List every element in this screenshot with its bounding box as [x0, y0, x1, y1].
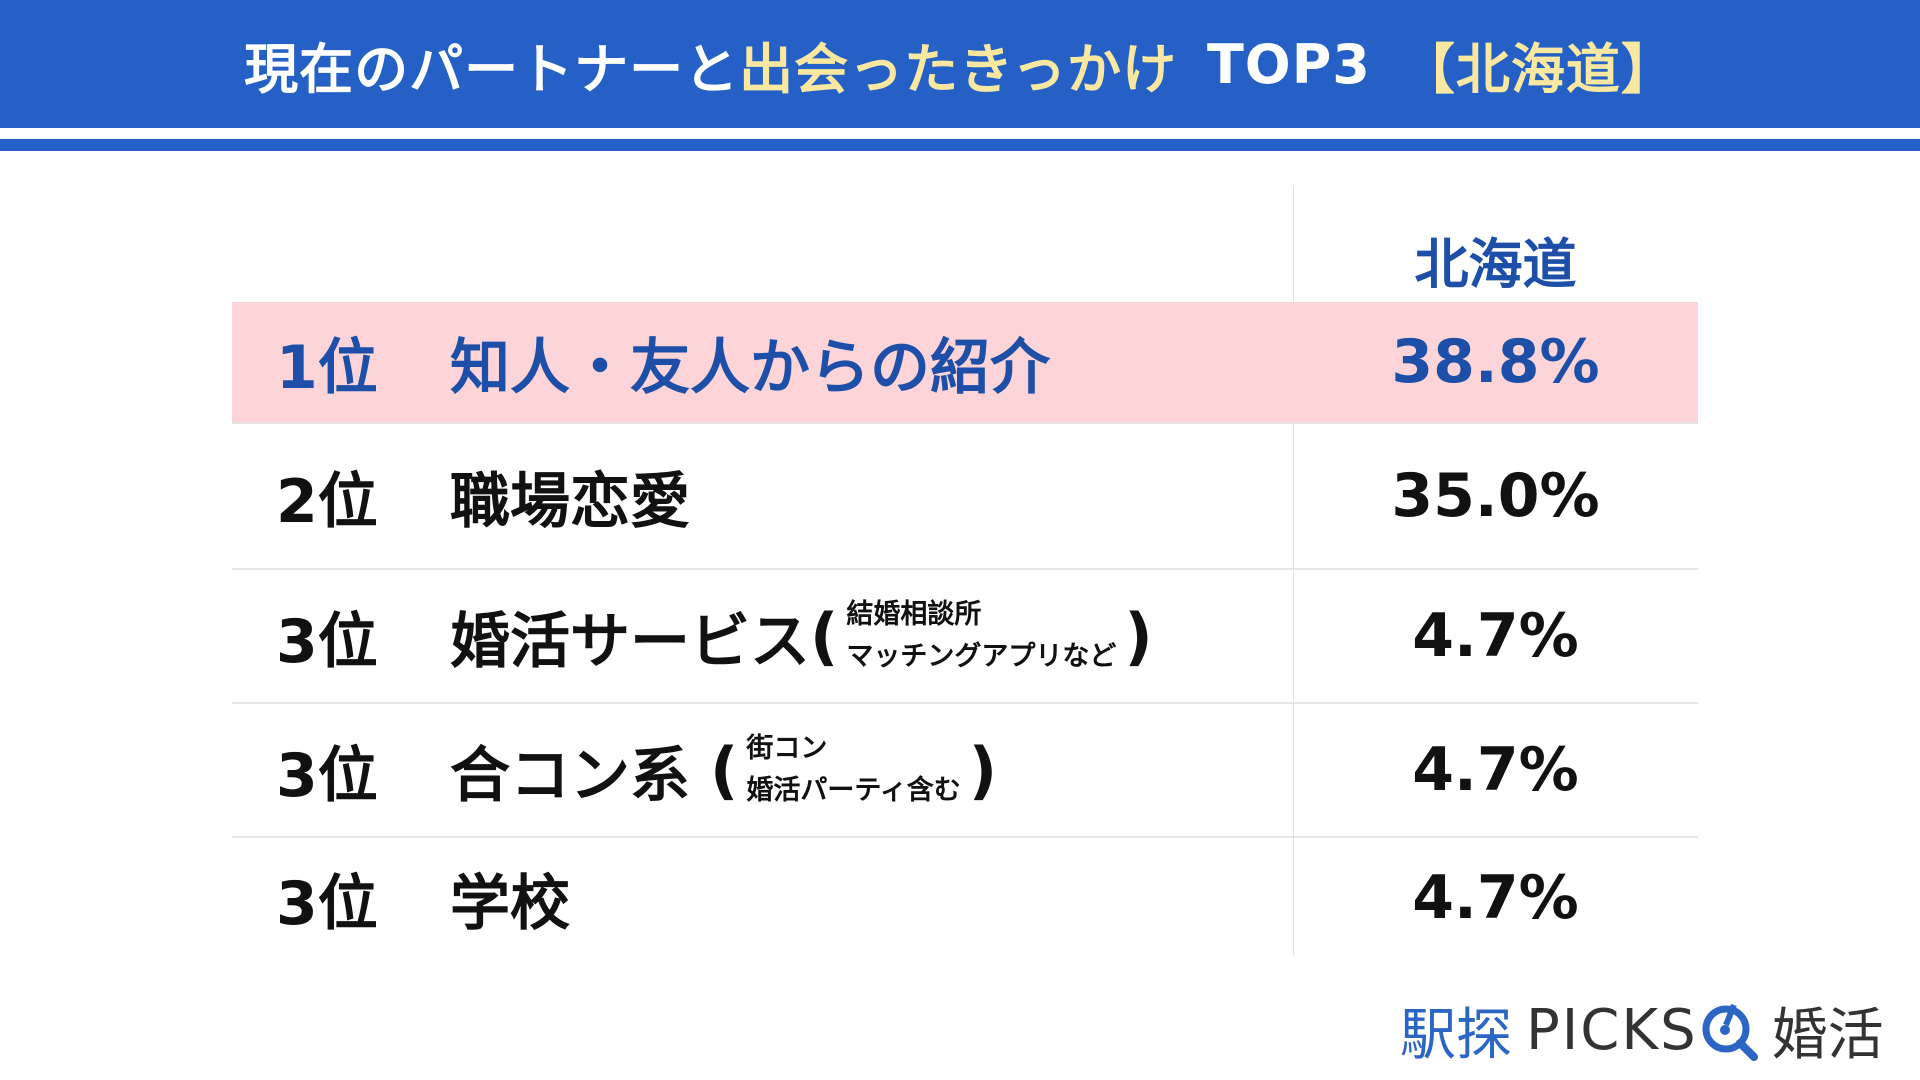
rank: 3位	[276, 740, 378, 811]
page-title: 現在のパートナーと 出会ったきっかけ TOP3 【北海道】	[0, 0, 1920, 128]
row-value: 35.0%	[1391, 461, 1600, 531]
row-label-text: 婚活サービス	[450, 606, 810, 677]
column-divider	[1293, 186, 1294, 956]
row-label: 学校	[450, 868, 570, 939]
close-paren: )	[1124, 599, 1153, 673]
header-underline	[0, 139, 1920, 151]
magnifier-icon	[1702, 1003, 1758, 1061]
row-label-text: 合コン系	[450, 740, 690, 811]
table-row: 2位 職場恋愛 35.0%	[232, 424, 1698, 570]
row-value: 4.7%	[1412, 601, 1579, 671]
table-row: 3位 婚活サービス ( 結婚相談所 マッチングアプリなど ) 4.7%	[232, 570, 1698, 704]
logo-tail: 婚活	[1771, 1003, 1884, 1068]
note-line: マッチングアプリなど	[846, 641, 1117, 672]
row-label: 知人・友人からの紹介	[450, 332, 1050, 403]
row-note: 街コン 婚活パーティ含む	[746, 728, 960, 812]
open-paren: (	[810, 599, 839, 673]
brand-logo: 駅探 PICKS 婚活	[1400, 990, 1884, 1071]
table-row: 3位 学校 4.7%	[232, 838, 1698, 958]
table-row: 3位 合コン系 ( 街コン 婚活パーティ含む ) 4.7%	[232, 704, 1698, 838]
row-value: 4.7%	[1412, 863, 1579, 933]
note-line: 婚活パーティ含む	[746, 775, 961, 806]
title-region: 【北海道】	[1400, 37, 1676, 101]
close-paren: )	[968, 733, 998, 807]
title-part1: 現在のパートナーと	[244, 37, 740, 101]
row-note: 結婚相談所 マッチングアプリなど	[846, 594, 1116, 678]
title-part3: TOP3	[1206, 32, 1371, 96]
rank: 3位	[276, 606, 378, 677]
note-line: 結婚相談所	[846, 599, 982, 630]
logo-en: PICKS	[1526, 998, 1698, 1063]
rank: 1位	[276, 332, 378, 403]
row-value: 38.8%	[1391, 327, 1600, 397]
row-value: 4.7%	[1412, 735, 1579, 805]
rank: 2位	[276, 466, 378, 537]
note-line: 街コン	[746, 733, 828, 764]
column-header: 北海道	[1414, 233, 1577, 296]
row-label: 職場恋愛	[450, 466, 690, 537]
table-row: 1位 知人・友人からの紹介 38.8%	[232, 302, 1698, 424]
rank: 3位	[276, 868, 378, 939]
title-part2: 出会ったきっかけ	[739, 37, 1177, 101]
row-label: 婚活サービス ( 結婚相談所 マッチングアプリなど )	[450, 593, 1153, 680]
row-label: 合コン系 ( 街コン 婚活パーティ含む )	[450, 727, 997, 814]
logo-ja: 駅探	[1400, 1003, 1512, 1068]
header-divider	[0, 128, 1920, 139]
open-paren: (	[710, 733, 739, 807]
header-banner	[0, 0, 1920, 128]
